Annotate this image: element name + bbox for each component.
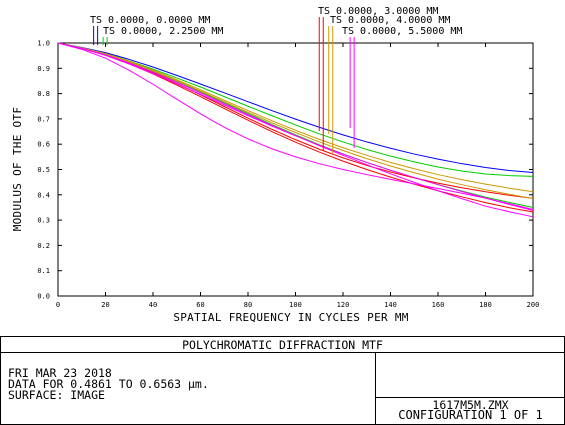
footer-file-name: 1617M5M.ZMX: [432, 398, 509, 412]
footer-divider-horizontal: [375, 397, 565, 398]
x-tick-label: 140: [384, 301, 397, 309]
y-tick-label: 0.2: [37, 242, 50, 250]
footer-date: FRI MAR 23 2018: [8, 366, 112, 380]
x-tick-label: 80: [244, 301, 252, 309]
field-label: TS 0.0000, 3.0000 MM: [318, 6, 438, 17]
mtf-curve-7: [57, 42, 534, 193]
footer-data-range: DATA FOR 0.4861 TO 0.6563 µm.: [8, 377, 209, 391]
y-tick-label: 0.5: [37, 166, 50, 174]
x-tick-label: 160: [432, 301, 445, 309]
mtf-curve-9: [57, 42, 534, 211]
field-label: TS 0.0000, 5.5000 MM: [342, 26, 462, 37]
y-tick-label: 1.0: [37, 40, 50, 48]
footer-title-bar: [0, 336, 565, 353]
y-tick-label: 0.9: [37, 65, 50, 73]
field-label: TS 0.0000, 2.2500 MM: [103, 26, 223, 37]
y-tick-label: 0.8: [37, 90, 50, 98]
y-tick-label: 0.6: [37, 141, 50, 149]
footer-title: POLYCHROMATIC DIFFRACTION MTF: [182, 338, 383, 352]
mtf-chart: 0.0 0.1 0.2 0.3 0.4 0.5 0.6 0.7 0.8 0.9 1.0 0 20 40 6…: [11, 6, 540, 324]
mtf-curve-8: [57, 42, 534, 210]
x-tick-label: 40: [149, 301, 157, 309]
y-tick-label: 0.3: [37, 217, 50, 225]
x-tick-label: 120: [337, 301, 350, 309]
mtf-curve-10: [57, 42, 534, 218]
x-tick-label: 100: [289, 301, 302, 309]
field-label: TS 0.0000, 0.0000 MM: [90, 15, 210, 26]
footer-configuration: CONFIGURATION 1 OF 1: [398, 408, 543, 422]
mtf-curve-1: [57, 42, 534, 174]
y-tick-label: 0.7: [37, 115, 50, 123]
x-axis-title: SPATIAL FREQUENCY IN CYCLES PER MM: [173, 311, 408, 324]
y-tick-label: 0.4: [37, 191, 50, 199]
mtf-curve-5: [57, 42, 534, 199]
footer-divider-vertical: [375, 353, 376, 425]
y-tick-label: 0.0: [37, 293, 50, 301]
y-tick-label: 0.1: [37, 267, 50, 275]
footer-surface: SURFACE: IMAGE: [8, 388, 105, 402]
x-tick-label: 60: [196, 301, 204, 309]
x-tick-label: 180: [479, 301, 492, 309]
mtf-curve-4: [57, 42, 534, 213]
x-tick-label: 20: [101, 301, 109, 309]
mtf-curve-6: [57, 42, 534, 200]
x-tick-label: 0: [56, 301, 60, 309]
y-axis-title: MODULUS OF THE OTF: [11, 107, 24, 232]
field-label: TS 0.0000, 4.0000 MM: [330, 15, 450, 26]
x-tick-label: 200: [527, 301, 540, 309]
plot-area: [57, 42, 534, 297]
